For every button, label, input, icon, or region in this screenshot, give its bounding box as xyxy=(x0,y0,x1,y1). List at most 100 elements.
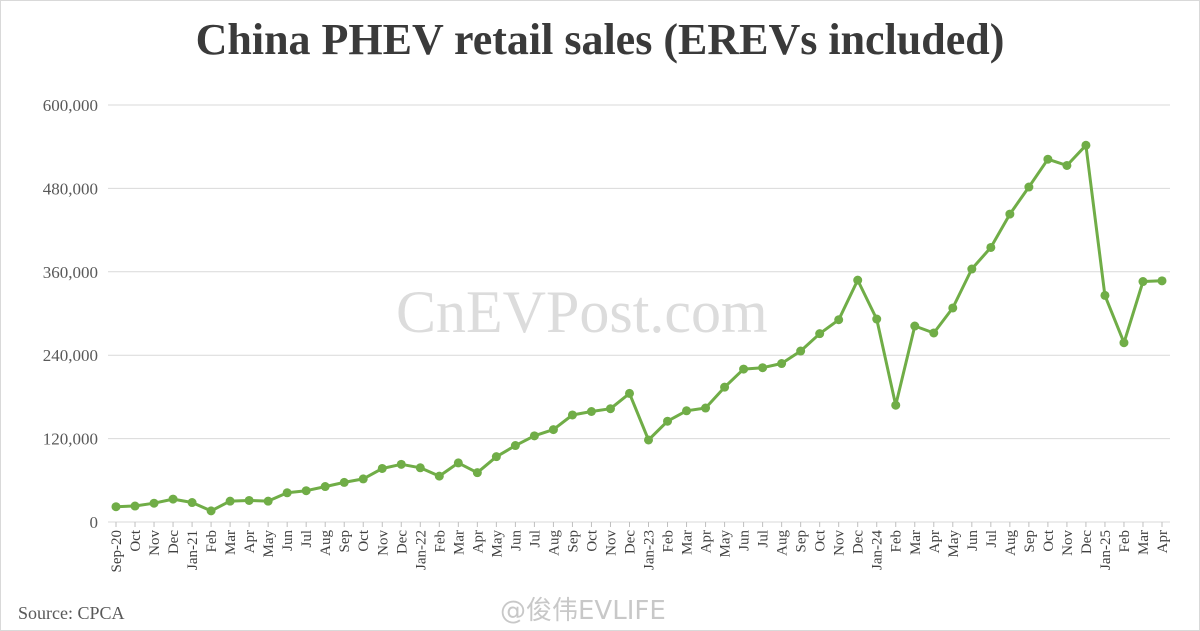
x-tick-label: May xyxy=(718,530,734,558)
data-point xyxy=(720,382,730,392)
x-tick-label: Jul xyxy=(756,530,772,548)
y-tick-label: 120,000 xyxy=(43,430,98,449)
data-point xyxy=(149,498,159,508)
data-point xyxy=(510,441,520,451)
y-tick-label: 600,000 xyxy=(43,96,98,115)
x-tick-label: Oct xyxy=(813,529,829,551)
source-note: Source: CPCA xyxy=(18,603,125,623)
data-point xyxy=(1119,338,1129,348)
x-tick-label: Jul xyxy=(527,530,543,548)
data-point xyxy=(244,495,254,505)
x-tick-label: Nov xyxy=(603,530,619,556)
gridlines xyxy=(108,104,1170,523)
y-tick-label: 360,000 xyxy=(43,263,98,282)
data-point xyxy=(682,406,692,416)
data-point xyxy=(206,506,216,516)
data-point xyxy=(491,452,501,462)
data-point xyxy=(872,314,882,324)
data-point xyxy=(586,406,596,416)
x-tick-label: Dec xyxy=(1079,530,1095,554)
data-point xyxy=(758,363,768,373)
data-point xyxy=(187,498,197,508)
data-point xyxy=(1100,290,1110,300)
x-tick-label: May xyxy=(261,530,277,558)
data-point xyxy=(910,321,920,331)
data-point xyxy=(453,458,463,468)
data-point xyxy=(1081,140,1091,150)
x-axis-ticks: Sep-20 Oct Nov Dec Jan-21 Feb Mar Apr May Jun Jul A… xyxy=(109,522,1171,573)
data-point xyxy=(130,501,140,511)
x-tick-label: Dec xyxy=(851,530,867,554)
data-point xyxy=(796,346,806,356)
y-axis-ticks: 0 120,000 240,000 360,000 480,000 600,000 xyxy=(43,96,98,532)
x-tick-label: Aug xyxy=(1003,530,1019,556)
x-tick-label: Jun xyxy=(508,530,524,551)
data-point xyxy=(567,410,577,420)
x-tick-label: Dec xyxy=(394,530,410,554)
x-tick-label: Oct xyxy=(1041,529,1057,551)
x-tick-label: Nov xyxy=(375,530,391,556)
data-point xyxy=(472,468,482,478)
data-point xyxy=(815,329,825,339)
data-point xyxy=(301,486,311,496)
social-watermark: @俊伟EVLIFE xyxy=(500,596,666,626)
x-tick-label: Nov xyxy=(1060,530,1076,556)
data-point xyxy=(605,404,615,414)
x-tick-label: Apr xyxy=(470,530,486,553)
data-point xyxy=(777,359,787,369)
data-point xyxy=(225,496,235,506)
x-tick-label: Jul xyxy=(984,530,1000,548)
data-point xyxy=(282,488,292,498)
data-point xyxy=(434,471,444,481)
x-tick-label: Aug xyxy=(318,530,334,556)
data-point xyxy=(929,328,939,338)
y-tick-label: 480,000 xyxy=(43,179,98,198)
x-tick-label: Nov xyxy=(832,530,848,556)
data-point xyxy=(320,482,330,492)
data-point xyxy=(396,459,406,469)
data-point xyxy=(1024,182,1034,192)
y-tick-label: 240,000 xyxy=(43,346,98,365)
y-tick-label: 0 xyxy=(90,513,99,532)
x-tick-label: Sep xyxy=(337,530,353,553)
data-point xyxy=(529,431,539,441)
data-point xyxy=(377,463,387,473)
data-point xyxy=(986,242,996,252)
x-tick-label: Apr xyxy=(242,530,258,553)
chart-title: China PHEV retail sales (EREVs included) xyxy=(195,15,1005,64)
x-tick-label: Mar xyxy=(908,530,924,555)
x-tick-label: Aug xyxy=(775,530,791,556)
x-tick-label: Mar xyxy=(451,530,467,555)
data-point xyxy=(263,496,273,506)
x-tick-label: Feb xyxy=(432,530,448,553)
x-tick-label: Oct xyxy=(584,529,600,551)
data-point xyxy=(739,364,749,374)
x-tick-label: Mar xyxy=(1136,530,1152,555)
x-tick-label: Jan-24 xyxy=(870,530,886,570)
data-point xyxy=(701,403,711,413)
x-tick-label: Sep xyxy=(1022,530,1038,553)
data-point xyxy=(624,388,634,398)
x-tick-label: Nov xyxy=(147,530,163,556)
x-tick-label: Apr xyxy=(1155,530,1171,553)
x-tick-label: Sep xyxy=(565,530,581,553)
x-tick-label: Apr xyxy=(927,530,943,553)
data-point xyxy=(834,315,844,325)
watermark-text: CnEVPost.com xyxy=(396,279,768,345)
x-tick-label: Dec xyxy=(622,530,638,554)
data-point xyxy=(339,477,349,487)
x-tick-label: Jul xyxy=(299,530,315,548)
x-tick-label: Feb xyxy=(204,530,220,553)
x-tick-label: Mar xyxy=(223,530,239,555)
data-point xyxy=(1157,276,1167,286)
data-point xyxy=(948,303,958,313)
x-tick-label: Oct xyxy=(128,529,144,551)
x-tick-label: Jun xyxy=(280,530,296,551)
data-point xyxy=(1062,160,1072,170)
data-point xyxy=(111,502,121,512)
x-tick-label: Dec xyxy=(166,530,182,554)
data-point xyxy=(663,416,673,426)
data-point xyxy=(891,400,901,410)
x-tick-label: Jan-22 xyxy=(413,530,429,570)
